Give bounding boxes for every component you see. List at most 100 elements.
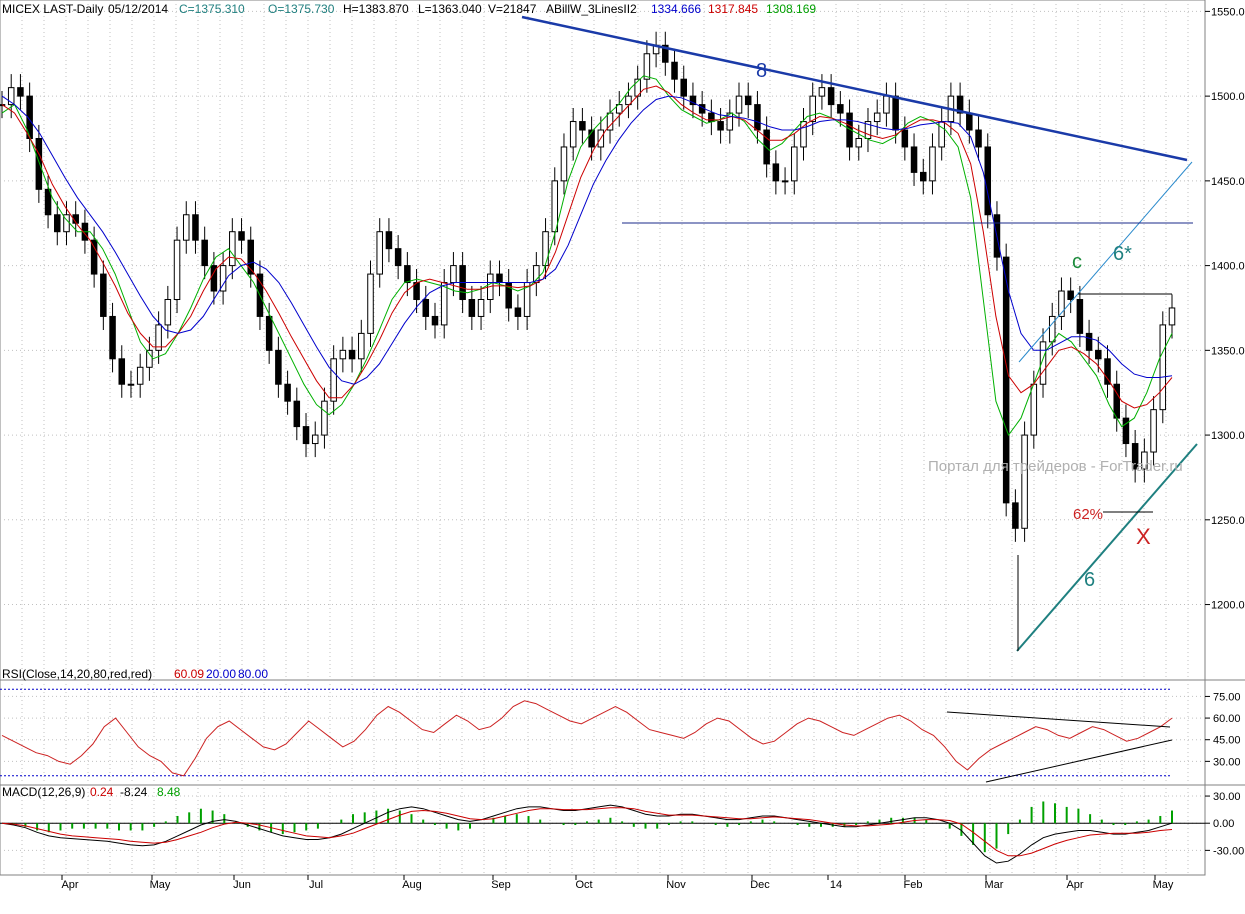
price-bar-body <box>1168 307 1176 326</box>
price-bar-body <box>118 358 126 385</box>
x-axis-label: Sep <box>491 879 511 891</box>
ma_mid-line <box>1 85 1173 409</box>
fib-62-label: 62% <box>1073 506 1103 523</box>
price-bar-body <box>837 104 844 114</box>
price-bar-body <box>367 273 374 334</box>
low-value: L=1363.040 <box>418 2 482 16</box>
watermark: Портал для трейдеров - ForTrader.ru <box>928 458 1183 475</box>
price-bar-body <box>975 129 982 148</box>
price-bar-body <box>201 239 208 267</box>
price-bar-body <box>569 121 577 148</box>
volume-value: V=21847 <box>488 2 537 16</box>
x-axis-label: Dec <box>750 879 770 891</box>
price-bar-body <box>284 383 291 402</box>
price-bar-body <box>542 231 549 267</box>
price-bar-body <box>44 188 52 216</box>
price-bar-body <box>846 112 853 148</box>
macd-value-2: -8.24 <box>120 785 148 799</box>
annotations: 8 6* c 62% X 6 <box>756 60 1151 591</box>
price-bar-body <box>35 137 43 190</box>
price-bar-body <box>910 146 918 173</box>
price-bar-body <box>192 214 199 241</box>
rsi-axis-label: 60.00 <box>1213 713 1241 725</box>
wave-6-star-label: 6* <box>1113 243 1132 265</box>
macd-label: MACD(12,26,9) <box>2 785 85 799</box>
price-bar-body <box>827 87 835 106</box>
price-bar-body <box>90 239 98 275</box>
rsi-axis-label: 75.00 <box>1213 691 1241 703</box>
price-bar-body <box>7 87 15 106</box>
price-bar-body <box>855 137 863 148</box>
price-bar-body <box>146 349 153 368</box>
trendline-6-star <box>1018 161 1193 363</box>
price-bar-body <box>1085 332 1093 351</box>
price-bar-body <box>477 298 485 317</box>
price-bar-body <box>431 315 439 326</box>
price-bar-body <box>551 180 559 233</box>
price-bar-body <box>1039 341 1047 385</box>
macd-axis-label: 0.00 <box>1213 818 1234 830</box>
price-bar-body <box>1058 290 1065 317</box>
price-bar-body <box>422 298 430 317</box>
date-label: 05/12/2014 <box>108 2 168 16</box>
macd-axis-label: -30.00 <box>1213 845 1244 857</box>
open-value: O=1375.730 <box>268 2 335 16</box>
x-axis: Apr May Jun Jul Aug Sep Oct Nov Dec 14 Feb Mar Apr Ma… <box>61 875 1174 891</box>
price-bar-body <box>791 146 798 182</box>
price-bar-body <box>883 95 890 114</box>
trend-lines <box>521 15 1198 652</box>
macd-signal-line <box>1 807 1173 857</box>
price-axis-label: 1200.00 <box>1211 600 1245 612</box>
wave-c-label: c <box>1072 251 1082 273</box>
macd-line <box>1 804 1173 864</box>
rsi-value: 60.09 <box>174 667 204 681</box>
price-bar-body <box>1067 290 1074 300</box>
rsi-panel <box>0 688 1173 783</box>
price-axis-label: 1300.00 <box>1211 430 1245 442</box>
price-bar-body <box>1021 434 1028 529</box>
indicator-value-2: 1317.845 <box>708 2 758 16</box>
price-bar-body <box>339 349 347 360</box>
price-axis-label: 1350.00 <box>1211 345 1245 357</box>
rsi-low-level: 20.00 <box>206 667 236 681</box>
x-axis-label: Aug <box>402 879 422 891</box>
rsi-header: RSI(Close,14,20,80,red,red) 60.09 20.00 … <box>2 667 268 681</box>
price-bar-body <box>54 214 61 233</box>
rsi-line <box>1 700 1173 777</box>
price-axis-label: 1550.00 <box>1211 6 1245 18</box>
price-bar-body <box>1076 298 1084 334</box>
x-axis-label: Mar <box>985 879 1004 891</box>
price-bar-body <box>560 146 568 182</box>
price-bar-body <box>966 112 973 131</box>
price-bar-body <box>615 104 623 114</box>
price-bar-body <box>579 121 586 131</box>
x-axis-label: Jun <box>233 879 251 891</box>
price-bar-body <box>173 239 181 300</box>
ma_slow-line <box>1 95 1173 385</box>
price-bar-body <box>385 231 393 250</box>
x-axis-label: Nov <box>666 879 686 891</box>
trendline-6 <box>1016 443 1198 652</box>
price-bar-body <box>247 239 255 275</box>
price-bar-body <box>956 95 964 114</box>
price-bar-body <box>772 163 780 182</box>
macd-header: MACD(12,26,9) 0.24 -8.24 8.48 <box>2 785 181 799</box>
price-bar-body <box>929 146 936 182</box>
price-bar-body <box>265 315 273 351</box>
price-bar-body <box>800 121 807 148</box>
price-bar-body <box>919 171 927 182</box>
price-bar-body <box>100 273 107 317</box>
price-bar-body <box>763 129 770 165</box>
price-bar-body <box>735 95 743 114</box>
price-bar-body <box>127 383 135 386</box>
wave-8-label: 8 <box>756 60 767 82</box>
price-bar-body <box>219 265 227 292</box>
price-bar-body <box>468 298 476 317</box>
price-bar-body <box>302 426 310 445</box>
price-bar-body <box>1159 324 1167 411</box>
price-bar-body <box>1002 256 1010 504</box>
price-bar-body <box>1104 358 1111 385</box>
x-axis-label: Jul <box>309 879 323 891</box>
